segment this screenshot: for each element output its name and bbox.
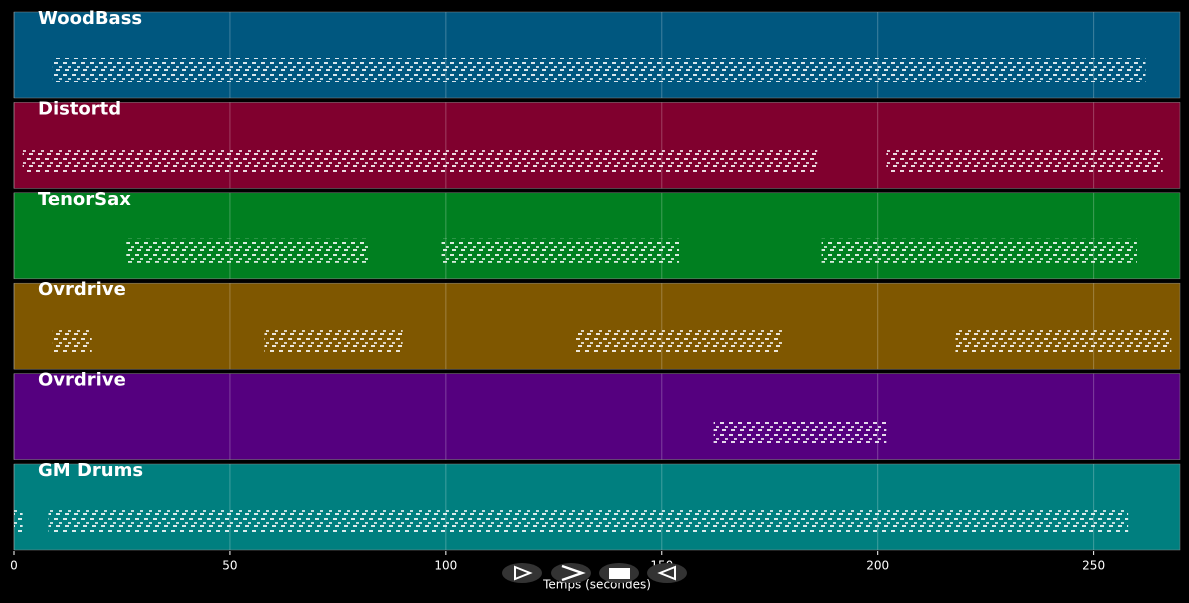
track-label: WoodBass	[38, 8, 142, 29]
note-region	[22, 148, 265, 173]
x-tick-label: 100	[434, 559, 457, 573]
note-region	[575, 329, 783, 354]
track-panel	[13, 192, 1181, 280]
back-icon	[657, 565, 676, 581]
track-panel	[13, 463, 1181, 551]
track-label: TenorSax	[38, 189, 131, 210]
track-panel	[13, 282, 1181, 370]
note-region	[955, 329, 1172, 354]
track-label: GM Drums	[38, 460, 143, 481]
track-panel	[13, 102, 1181, 189]
x-tick-label: 200	[866, 559, 889, 573]
x-tick-label: 0	[10, 559, 18, 573]
track-panel	[13, 373, 1181, 460]
forward-icon	[561, 564, 586, 582]
track-panel	[13, 11, 1181, 99]
note-region	[52, 329, 92, 354]
note-region	[52, 58, 1146, 82]
x-tick-label: 50	[222, 559, 237, 573]
back-button[interactable]	[647, 563, 687, 583]
stop-icon	[609, 568, 630, 579]
x-tick-label: 250	[1082, 559, 1105, 573]
play-button[interactable]	[502, 563, 542, 583]
forward-button[interactable]	[551, 563, 591, 583]
note-region	[264, 329, 403, 354]
note-region	[575, 148, 818, 173]
track-label: Ovrdrive	[38, 370, 126, 391]
note-region	[886, 148, 1163, 173]
note-region	[713, 419, 887, 444]
note-region	[821, 238, 1137, 263]
track-label: Ovrdrive	[38, 279, 126, 300]
note-region	[14, 510, 23, 534]
note-region	[48, 510, 1129, 534]
note-region	[126, 238, 369, 263]
note-region	[441, 238, 680, 263]
play-icon	[514, 565, 533, 581]
transport-controls	[502, 563, 687, 583]
note-region	[264, 148, 576, 173]
track-label: Distortd	[38, 98, 121, 119]
